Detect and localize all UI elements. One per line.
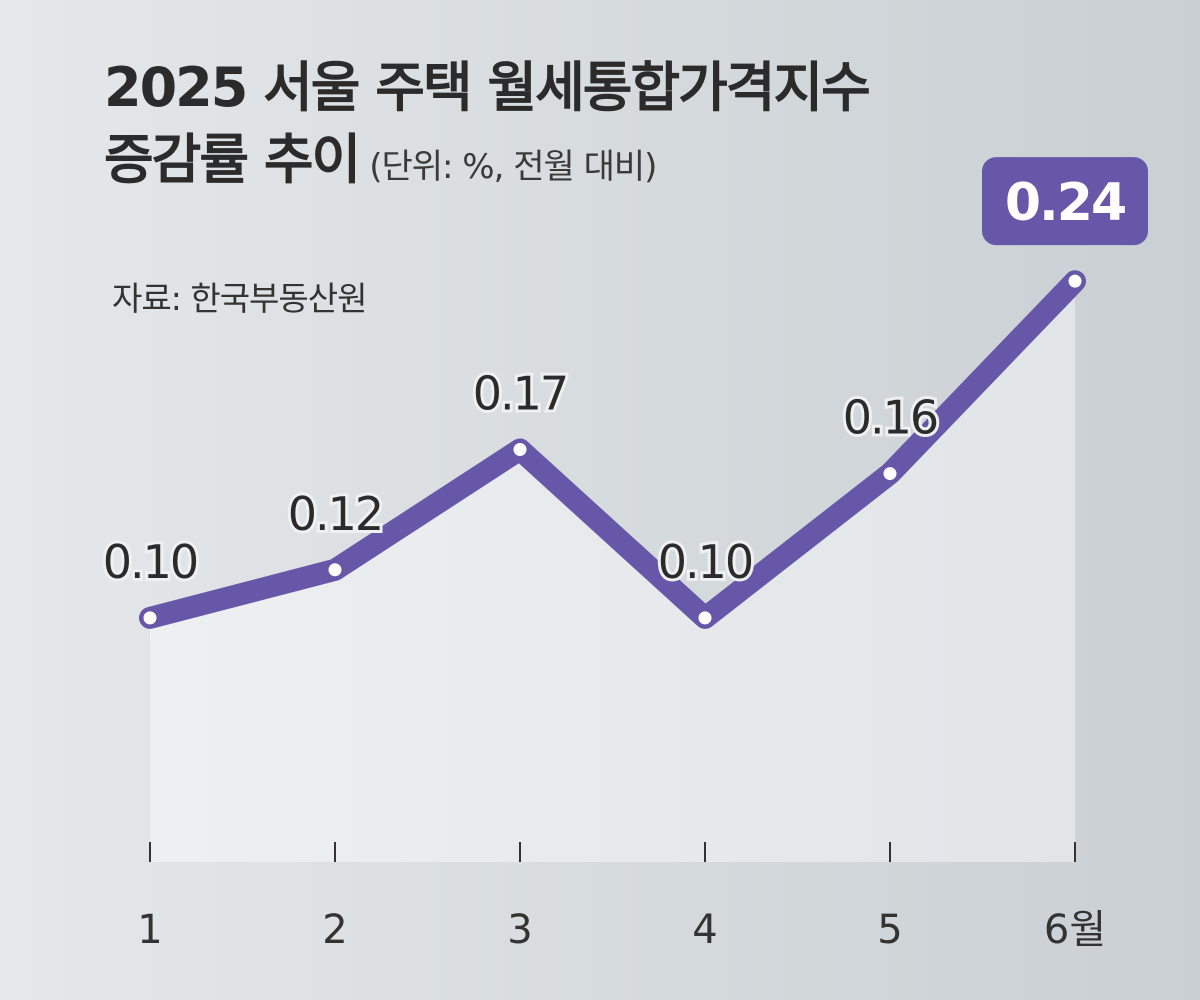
data-label-6: 0.24 [1005,173,1125,233]
x-tick-label-4: 4 [692,907,717,953]
data-point-6 [1065,271,1085,291]
source-label: 자료: 한국부동산원 [112,279,367,318]
area-fill [150,281,1075,862]
data-label-3: 0.17 [473,367,567,421]
data-point-2 [325,560,345,580]
chart-title: 2025 서울 주택 월세통합가격지수 증감률 추이 (단위: %, 전월 대비) [104,52,871,203]
title-line-2: 증감률 추이 (단위: %, 전월 대비) [104,124,869,203]
data-point-5 [880,464,900,484]
series-line [139,270,1086,629]
data-label-5: 0.16 [843,391,937,445]
data-point-3 [510,440,530,460]
x-tick-label-2: 2 [322,907,347,953]
x-tick-label-1: 1 [137,907,162,953]
x-tick-label-3: 3 [507,907,532,953]
data-label-1: 0.10 [103,535,197,589]
title-line-1: 2025 서울 주택 월세통합가격지수 [104,56,871,119]
unit-label: (단위: %, 전월 대비) [369,147,657,187]
x-tick-label-5: 5 [877,907,902,953]
title-line-2-text: 증감률 추이 [104,128,361,191]
data-point-1 [140,608,160,628]
data-label-2: 0.12 [288,487,382,541]
x-tick-label-6: 6월 [1044,907,1106,953]
data-label-4: 0.10 [658,535,752,589]
highlight-box [982,157,1148,246]
data-point-4 [695,608,715,628]
